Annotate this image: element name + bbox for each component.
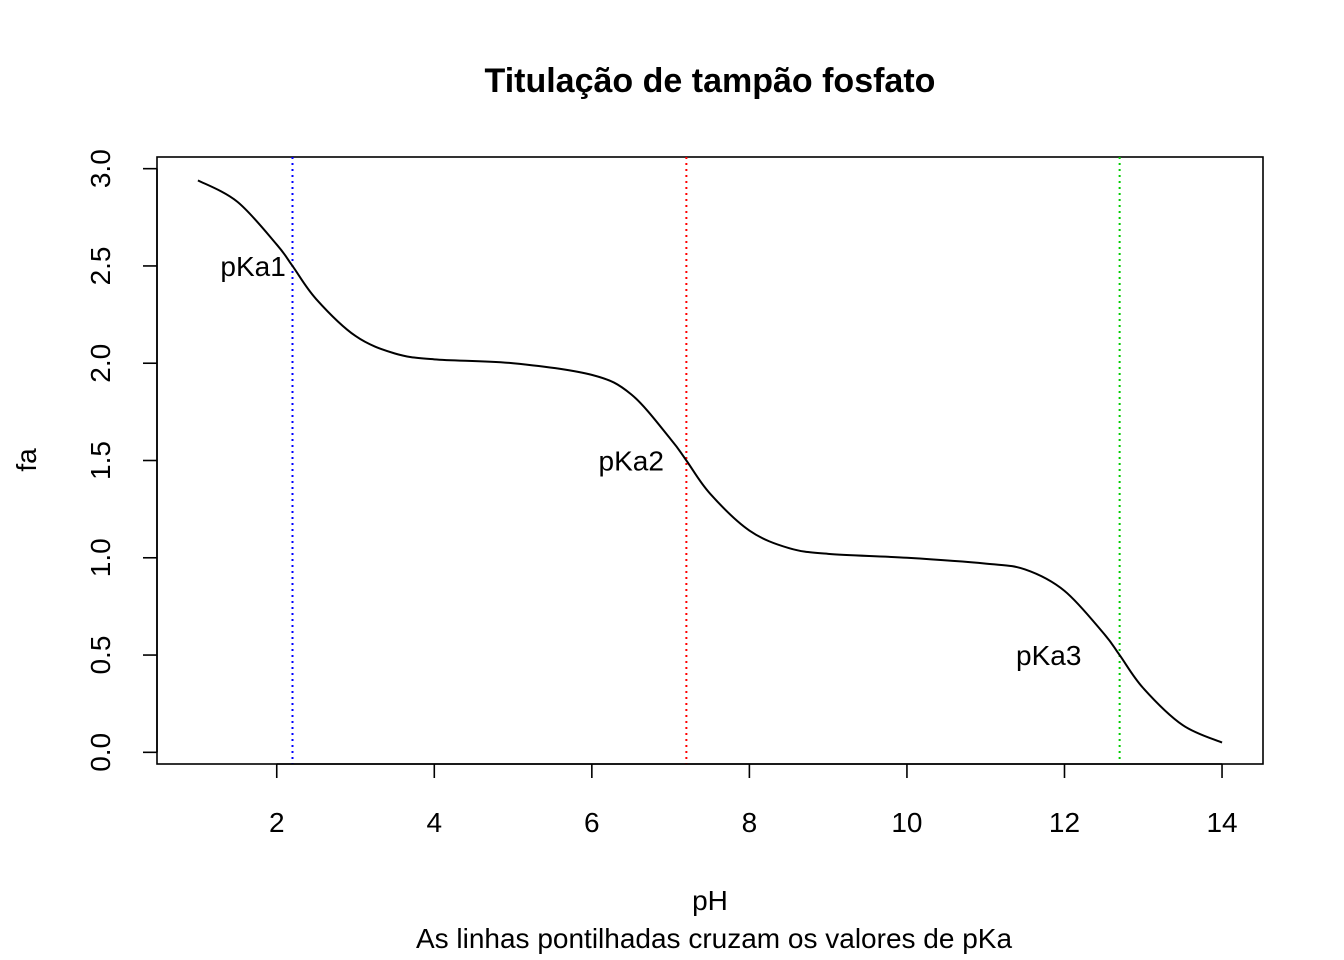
y-tick-label: 2.0 — [85, 344, 116, 383]
x-tick-label: 8 — [742, 807, 758, 838]
x-tick-label: 4 — [426, 807, 442, 838]
chart-title: Titulação de tampão fosfato — [485, 62, 936, 100]
x-tick-label: 10 — [891, 807, 922, 838]
chart-subtitle: As linhas pontilhadas cruzam os valores … — [416, 923, 1013, 954]
x-tick-label: 14 — [1206, 807, 1237, 838]
y-tick-label: 3.0 — [85, 149, 116, 188]
x-axis-label: pH — [692, 885, 728, 916]
y-tick-label: 0.0 — [85, 733, 116, 772]
plot-frame — [156, 156, 1264, 765]
y-axis-label: fa — [11, 448, 42, 472]
series-layer — [197, 179, 1223, 744]
y-axis: 0.0 0.5 1.0 1.5 2.0 2.5 3.0 — [85, 149, 158, 772]
pka-annotation-3: pKa3 — [1016, 640, 1081, 671]
pka-annotation-2: pKa2 — [599, 446, 664, 477]
y-tick-label: 1.0 — [85, 538, 116, 577]
annotations: pKa1 pKa2 pKa3 — [220, 251, 1081, 671]
x-tick-label: 6 — [584, 807, 600, 838]
x-axis: 2 4 6 8 10 12 14 — [269, 763, 1238, 838]
x-tick-label: 2 — [269, 807, 285, 838]
reference-lines — [291, 157, 1121, 764]
pka-annotation-1: pKa1 — [220, 251, 285, 282]
series-line-1 — [197, 179, 1223, 744]
y-tick-label: 0.5 — [85, 636, 116, 675]
y-tick-label: 1.5 — [85, 441, 116, 480]
y-tick-label: 2.5 — [85, 246, 116, 285]
x-tick-label: 12 — [1049, 807, 1080, 838]
